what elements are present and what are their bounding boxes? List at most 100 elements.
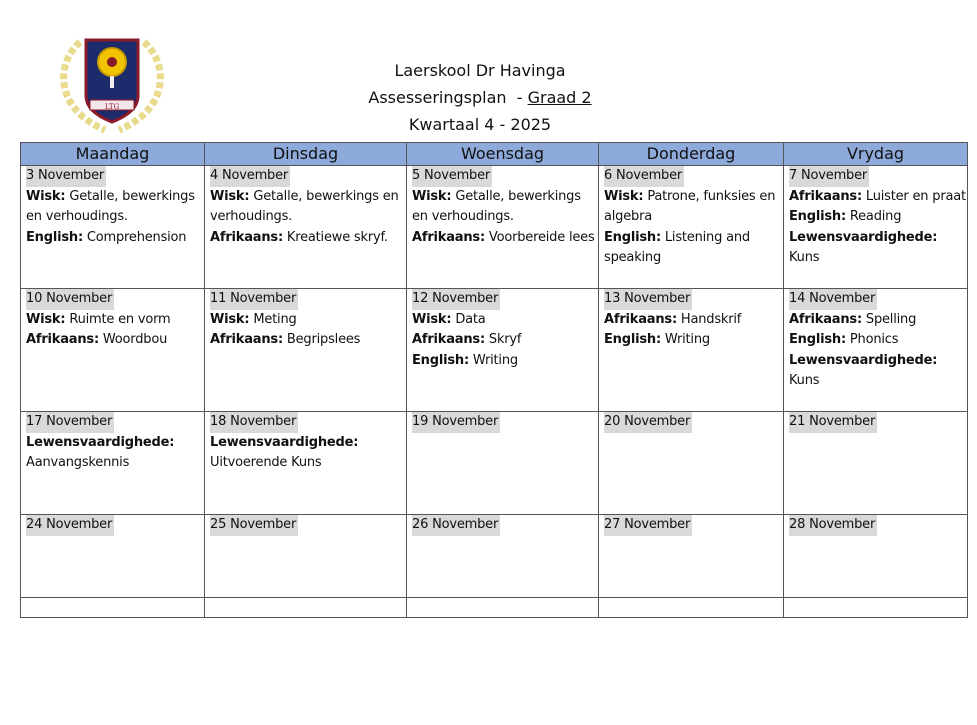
day-cell: [204, 597, 407, 618]
assessment-entry: English: Phonics: [789, 330, 967, 351]
date-label: 25 November: [210, 515, 299, 536]
subject-label: English:: [789, 209, 846, 224]
day-cell: 3 November Wisk: Getalle, bewerkings en v…: [20, 165, 205, 289]
subject-label: Wisk:: [26, 188, 66, 204]
school-logo: LTG: [50, 34, 174, 134]
date-label: 10 November: [26, 289, 115, 310]
day-cell: 25 November: [204, 514, 407, 598]
day-cell: [598, 597, 784, 618]
subject-label: Lewensvaardighede:: [789, 229, 938, 245]
day-cell: 28 November: [783, 514, 968, 598]
day-cell: [20, 597, 205, 618]
weekday-header-row: Maandag Dinsdag Woensdag Donderdag Vrydag: [20, 142, 968, 166]
assessment-entry: Afrikaans: Voorbereide lees: [412, 228, 598, 249]
date-label: 21 November: [789, 412, 878, 433]
day-cell: 4 November Wisk: Getalle, bewerkings en v…: [204, 165, 407, 289]
assessment-topic: Writing: [468, 352, 518, 368]
day-cell: 5 November Wisk: Getalle, bewerkings en v…: [406, 165, 599, 289]
date-label: 7 November: [789, 166, 870, 187]
assessment-entry: Afrikaans: Luister en praat: [789, 187, 967, 208]
date-label: 13 November: [604, 289, 693, 310]
assessment-topic: Kuns: [789, 250, 820, 265]
day-cell: 19 November: [406, 411, 599, 515]
assessment-topic: Kuns: [789, 373, 820, 388]
date-label: 3 November: [26, 166, 107, 187]
date-label: 19 November: [412, 412, 501, 433]
assessment-topic: Skryf: [484, 332, 522, 347]
date-label: 17 November: [26, 412, 115, 433]
assessment-entry: Afrikaans: Spelling: [789, 310, 967, 331]
date-label: 4 November: [210, 166, 291, 187]
subject-label: Wisk:: [210, 311, 250, 327]
document-header: Laerskool Dr Havinga Assesseringsplan - …: [340, 57, 620, 138]
week-row: 17 November Lewensvaardighede: Aanvangske…: [20, 411, 968, 515]
assessment-topic: Uitvoerende Kuns: [210, 455, 322, 470]
subject-label: Afrikaans:: [26, 332, 99, 347]
assessment-entry: Lewensvaardighede: Kuns: [789, 351, 967, 392]
assessment-entry: Afrikaans: Kreatiewe skryf.: [210, 228, 406, 249]
assessment-entry: Lewensvaardighede: Kuns: [789, 228, 967, 269]
assessment-topic: Data: [451, 311, 486, 327]
day-cell: 17 November Lewensvaardighede: Aanvangske…: [20, 411, 205, 515]
subject-label: English:: [604, 332, 661, 347]
assessment-entry: Wisk: Getalle, bewerkings en verhoudings…: [26, 187, 204, 228]
day-cell: 7 November Afrikaans: Luister en praat Eng…: [783, 165, 968, 289]
subject-label: English:: [26, 229, 83, 245]
subject-label: Lewensvaardighede:: [26, 434, 175, 450]
date-label: 12 November: [412, 289, 501, 310]
day-cell: [783, 597, 968, 618]
week-row: [20, 597, 968, 618]
date-label: 5 November: [412, 166, 493, 187]
day-cell: 6 November Wisk: Patrone, funksies en alg…: [598, 165, 784, 289]
assessment-topic: Meting: [249, 311, 297, 327]
assessment-topic: Getalle, bewerkings en verhoudings.: [26, 188, 195, 225]
assessment-entry: Lewensvaardighede: Uitvoerende Kuns: [210, 433, 406, 474]
subject-label: Lewensvaardighede:: [789, 352, 938, 368]
date-label: 28 November: [789, 515, 878, 536]
day-cell: 10 November Wisk: Ruimte en vorm Afrikaans…: [20, 288, 205, 412]
date-label: 14 November: [789, 289, 878, 310]
school-name: Laerskool Dr Havinga: [394, 61, 566, 80]
subject-label: Afrikaans:: [412, 229, 485, 245]
assessment-topic: Reading: [845, 209, 902, 224]
assessment-entry: Wisk: Meting: [210, 310, 406, 331]
week-row: 10 November Wisk: Ruimte en vorm Afrikaans…: [20, 288, 968, 412]
assessment-topic: Getalle, bewerkings en verhoudings.: [412, 188, 581, 225]
date-label: 26 November: [412, 515, 501, 536]
weekday-header-maandag: Maandag: [20, 142, 205, 166]
assessment-entry: Wisk: Patrone, funksies en algebra: [604, 187, 783, 228]
weekday-header-woensdag: Woensdag: [406, 142, 599, 166]
assessment-topic: Woordbou: [98, 332, 168, 347]
subject-label: Wisk:: [412, 311, 452, 327]
assessment-topic: Comprehension: [82, 229, 187, 245]
plan-title: Assesseringsplan - Graad 2: [340, 84, 620, 111]
assessment-topic: Voorbereide lees: [484, 229, 595, 245]
subject-label: Afrikaans:: [210, 229, 283, 245]
assessment-topic: Kreatiewe skryf.: [282, 229, 388, 245]
date-label: 11 November: [210, 289, 299, 310]
assessment-topic: Phonics: [845, 332, 899, 347]
assessment-topic: Patrone, funksies en algebra: [604, 188, 776, 225]
week-row: 24 November 25 November 26 November 27 Nove…: [20, 514, 968, 598]
day-cell: 11 November Wisk: Meting Afrikaans: Begrip…: [204, 288, 407, 412]
weekday-header-vrydag: Vrydag: [783, 142, 968, 166]
date-label: 18 November: [210, 412, 299, 433]
weekday-header-dinsdag: Dinsdag: [204, 142, 407, 166]
assessment-entry: Wisk: Ruimte en vorm: [26, 310, 204, 331]
day-cell: 13 November Afrikaans: Handskrif English: …: [598, 288, 784, 412]
assessment-topic: Handskrif: [676, 311, 742, 327]
subject-label: Afrikaans:: [412, 332, 485, 347]
day-cell: 27 November: [598, 514, 784, 598]
term: Kwartaal 4 - 2025: [408, 115, 552, 134]
assessment-entry: Afrikaans: Skryf: [412, 330, 598, 351]
day-cell: 18 November Lewensvaardighede: Uitvoerend…: [204, 411, 407, 515]
weekday-header-donderdag: Donderdag: [598, 142, 784, 166]
assessment-topic: Listening and speaking: [604, 229, 750, 266]
svg-text:LTG: LTG: [105, 103, 120, 111]
subject-label: Afrikaans:: [789, 311, 862, 327]
day-cell: 20 November: [598, 411, 784, 515]
assessment-topic: Luister en praat: [861, 188, 966, 204]
grade: Graad 2: [527, 88, 592, 107]
assessment-entry: Afrikaans: Handskrif: [604, 310, 783, 331]
date-label: 27 November: [604, 515, 693, 536]
